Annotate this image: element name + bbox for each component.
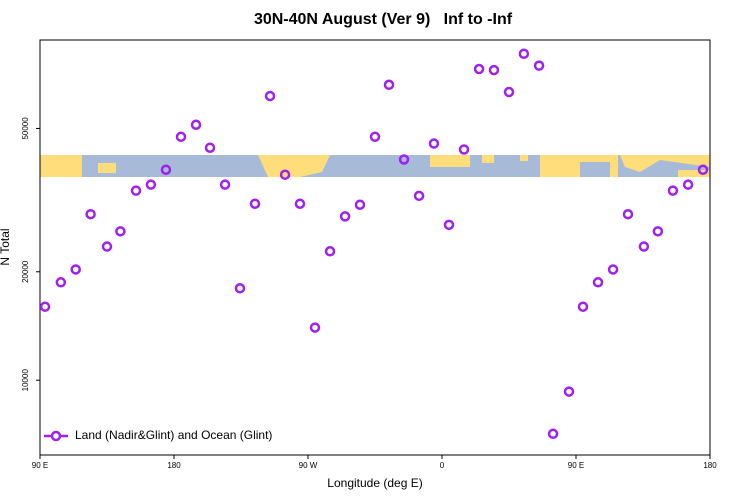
y-axis-label: N Total [0, 228, 12, 265]
point [458, 144, 470, 155]
point [697, 164, 709, 175]
point [309, 322, 321, 333]
point [55, 277, 67, 288]
point [533, 60, 545, 71]
point [219, 179, 231, 190]
point [398, 154, 410, 165]
point [622, 208, 634, 220]
x-tick-label: 90 E [568, 461, 584, 470]
point [70, 264, 81, 275]
point [130, 185, 142, 196]
x-tick-label: 90 W [299, 461, 318, 470]
point [473, 63, 485, 75]
point [443, 219, 455, 231]
point [279, 169, 291, 180]
point [234, 283, 246, 294]
x-tick-label: 90 E [32, 461, 48, 470]
point [413, 190, 425, 202]
point [175, 131, 187, 143]
point [682, 179, 694, 190]
legend-label: Land (Nadir&Glint) and Ocean (Glint) [75, 428, 272, 442]
point [160, 164, 172, 175]
point [204, 142, 216, 153]
point [249, 198, 261, 209]
point [667, 185, 679, 196]
point [592, 277, 604, 288]
point [145, 179, 157, 190]
x-tick-label: 180 [167, 461, 181, 470]
point [652, 226, 664, 237]
point [369, 131, 381, 143]
map-strip [40, 155, 710, 177]
point [324, 246, 336, 257]
plot-frame [39, 39, 711, 456]
point [503, 86, 515, 98]
y-tick-label: 50000 [21, 117, 30, 140]
point [518, 48, 530, 59]
point [547, 428, 559, 440]
point [577, 301, 589, 312]
x-axis-label: Longitude (deg E) [327, 476, 422, 490]
point [190, 119, 202, 130]
point [488, 64, 500, 76]
point [264, 90, 276, 102]
point [85, 208, 96, 220]
x-tick-label: 180 [703, 461, 717, 470]
point [101, 241, 113, 252]
point [638, 241, 650, 252]
point [39, 301, 51, 312]
legend-marker [50, 430, 62, 442]
y-tick-label: 20000 [21, 260, 30, 283]
point [428, 138, 440, 149]
chart-title: 30N-40N August (Ver 9) Inf to -Inf [254, 11, 513, 28]
point [339, 211, 351, 222]
point [607, 264, 619, 275]
point [294, 198, 306, 209]
x-tick-label: 0 [440, 461, 445, 470]
point [383, 79, 395, 91]
point [354, 199, 366, 210]
point [115, 226, 126, 237]
point [563, 386, 575, 397]
y-tick-label: 10000 [21, 369, 30, 392]
